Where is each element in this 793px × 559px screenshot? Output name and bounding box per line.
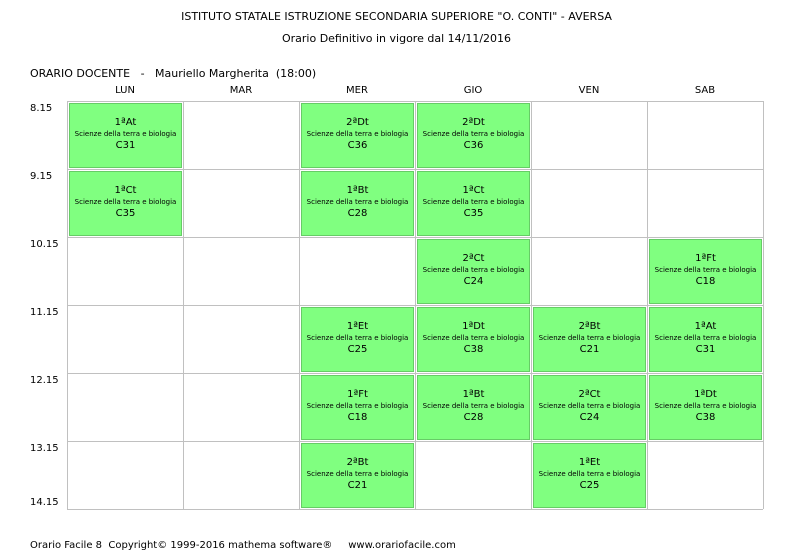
day-header-ven: VEN [578,85,600,96]
grid-vline [763,101,764,509]
lesson-cell: 2ªCt Scienze della terra e biologia C24 [417,239,530,304]
lesson-class: 1ªBt [346,185,369,196]
lesson-cell: 1ªBt Scienze della terra e biologia C28 [301,171,414,236]
lesson-cell: 1ªBt Scienze della terra e biologia C28 [417,375,530,440]
lesson-cell: 1ªAt Scienze della terra e biologia C31 [69,103,182,168]
teacher-line: ORARIO DOCENTE - Mauriello Margherita (1… [30,67,317,80]
lesson-subject: Scienze della terra e biologia [538,402,641,410]
lesson-subject: Scienze della terra e biologia [306,334,409,342]
lesson-room: C36 [347,140,368,151]
lesson-class: 2ªCt [578,389,601,400]
lesson-subject: Scienze della terra e biologia [654,266,757,274]
lesson-class: 2ªDt [462,117,485,128]
lesson-class: 2ªBt [578,321,601,332]
lesson-subject: Scienze della terra e biologia [74,130,177,138]
lesson-cell: 2ªDt Scienze della terra e biologia C36 [301,103,414,168]
lesson-room: C24 [463,276,484,287]
lesson-room: C24 [579,412,600,423]
lesson-cell: 1ªCt Scienze della terra e biologia C35 [69,171,182,236]
hour-label: 14.15 [30,497,59,508]
lesson-room: C25 [579,480,600,491]
lesson-subject: Scienze della terra e biologia [538,470,641,478]
lesson-room: C21 [347,480,368,491]
hour-label: 10.15 [30,239,59,250]
lesson-room: C38 [695,412,716,423]
lesson-subject: Scienze della terra e biologia [422,334,525,342]
lesson-subject: Scienze della terra e biologia [306,402,409,410]
lesson-room: C36 [463,140,484,151]
lesson-room: C28 [463,412,484,423]
lesson-subject: Scienze della terra e biologia [422,130,525,138]
grid-hline [67,373,763,374]
day-header-lun: LUN [115,85,135,96]
lesson-class: 2ªDt [346,117,369,128]
lesson-subject: Scienze della terra e biologia [538,334,641,342]
lesson-class: 1ªCt [114,185,137,196]
lesson-cell: 1ªFt Scienze della terra e biologia C18 [301,375,414,440]
grid-hline [67,237,763,238]
grid-hline [67,305,763,306]
lesson-room: C35 [463,208,484,219]
lesson-class: 1ªEt [346,321,369,332]
grid-hline [67,509,763,510]
lesson-room: C21 [579,344,600,355]
lesson-class: 1ªEt [578,457,601,468]
lesson-cell: 1ªAt Scienze della terra e biologia C31 [649,307,762,372]
day-header-gio: GIO [463,85,483,96]
lesson-subject: Scienze della terra e biologia [306,198,409,206]
grid-hline [67,441,763,442]
lesson-room: C38 [463,344,484,355]
hour-label: 9.15 [30,171,53,182]
lesson-subject: Scienze della terra e biologia [422,198,525,206]
lesson-class: 1ªFt [695,253,716,264]
schedule-subtitle: Orario Definitivo in vigore dal 14/11/20… [281,32,512,45]
day-header-sab: SAB [694,85,716,96]
hour-label: 8.15 [30,103,53,114]
lesson-cell: 2ªDt Scienze della terra e biologia C36 [417,103,530,168]
lesson-subject: Scienze della terra e biologia [654,334,757,342]
footer-copyright: Orario Facile 8 Copyright© 1999-2016 mat… [30,540,456,551]
lesson-subject: Scienze della terra e biologia [306,470,409,478]
lesson-room: C28 [347,208,368,219]
lesson-class: 1ªFt [347,389,368,400]
lesson-class: 1ªAt [114,117,137,128]
lesson-cell: 2ªCt Scienze della terra e biologia C24 [533,375,646,440]
lesson-room: C31 [115,140,136,151]
lesson-cell: 1ªDt Scienze della terra e biologia C38 [649,375,762,440]
lesson-room: C18 [695,276,716,287]
lesson-cell: 1ªEt Scienze della terra e biologia C25 [533,443,646,508]
lesson-room: C31 [695,344,716,355]
lesson-class: 1ªBt [462,389,485,400]
lesson-subject: Scienze della terra e biologia [422,402,525,410]
lesson-cell: 2ªBt Scienze della terra e biologia C21 [301,443,414,508]
school-title: ISTITUTO STATALE ISTRUZIONE SECONDARIA S… [181,10,612,23]
lesson-class: 1ªDt [462,321,485,332]
lesson-cell: 1ªDt Scienze della terra e biologia C38 [417,307,530,372]
hour-label: 12.15 [30,375,59,386]
lesson-class: 2ªCt [462,253,485,264]
lesson-cell: 2ªBt Scienze della terra e biologia C21 [533,307,646,372]
day-header-mer: MER [346,85,368,96]
lesson-room: C25 [347,344,368,355]
day-header-mar: MAR [229,85,253,96]
lesson-room: C18 [347,412,368,423]
grid-hline [67,169,763,170]
lesson-subject: Scienze della terra e biologia [306,130,409,138]
lesson-cell: 1ªCt Scienze della terra e biologia C35 [417,171,530,236]
hour-label: 11.15 [30,307,59,318]
lesson-class: 1ªCt [462,185,485,196]
hour-label: 13.15 [30,443,59,454]
lesson-class: 1ªDt [694,389,717,400]
lesson-cell: 1ªEt Scienze della terra e biologia C25 [301,307,414,372]
lesson-subject: Scienze della terra e biologia [74,198,177,206]
lesson-subject: Scienze della terra e biologia [654,402,757,410]
lesson-class: 2ªBt [346,457,369,468]
lesson-room: C35 [115,208,136,219]
lesson-cell: 1ªFt Scienze della terra e biologia C18 [649,239,762,304]
lesson-class: 1ªAt [694,321,717,332]
lesson-subject: Scienze della terra e biologia [422,266,525,274]
